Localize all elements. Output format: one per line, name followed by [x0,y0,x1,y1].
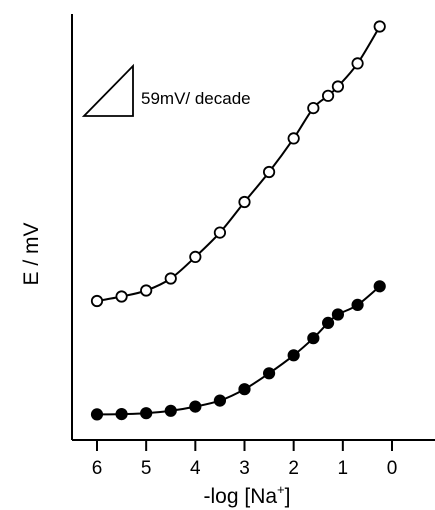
filled-data-point [140,407,153,420]
open-data-point [331,80,345,93]
x-tick-label: 1 [338,458,349,479]
filled-data-point [164,404,177,417]
slope-triangle-icon [81,63,134,117]
open-data-point [321,89,335,102]
data-points [90,20,386,421]
filled-data-point [331,308,345,321]
series-1-curve [96,25,381,302]
open-data-point [238,195,251,209]
x-ticks: 6 5 4 3 2 1 0 [92,440,398,479]
filled-data-point [213,394,227,407]
x-axis-label: -log [Na+] [204,482,291,508]
x-tick-label: 6 [92,458,103,479]
x-axis-label-main: -log [Na [204,485,278,508]
filled-data-point [351,298,364,311]
x-tick-label: 0 [387,458,398,479]
open-data-point [307,102,320,115]
filled-data-point [115,407,128,421]
filled-data-point [373,280,386,293]
open-data-point [351,57,364,70]
y-axis-label: E / mV [20,222,43,285]
x-tick-label: 3 [239,458,250,479]
filled-data-point [90,408,104,421]
open-data-point [213,226,227,239]
x-tick-label: 5 [141,458,152,479]
open-data-point [189,250,202,263]
x-tick-label: 2 [288,458,299,479]
x-tick-label: 4 [190,458,201,479]
x-axis-label-superscript: + [277,482,285,497]
filled-data-point [321,316,335,329]
plot-frame [71,14,435,441]
filled-data-point [238,383,251,396]
open-data-point [140,284,153,297]
open-data-point [287,132,300,145]
filled-data-point [262,367,276,380]
slope-annotation: 59mV/ decade [81,63,251,117]
open-data-point [373,20,386,33]
open-data-point [90,294,104,308]
filled-data-point [307,332,320,345]
x-axis-label-end: ] [285,485,291,508]
filled-data-point [287,349,300,362]
open-data-point [262,165,276,179]
open-data-point [164,272,177,285]
series-2-curve [96,285,381,416]
open-data-point [115,290,128,303]
filled-data-point [189,400,202,413]
slope-annotation-text: 59mV/ decade [141,89,251,108]
